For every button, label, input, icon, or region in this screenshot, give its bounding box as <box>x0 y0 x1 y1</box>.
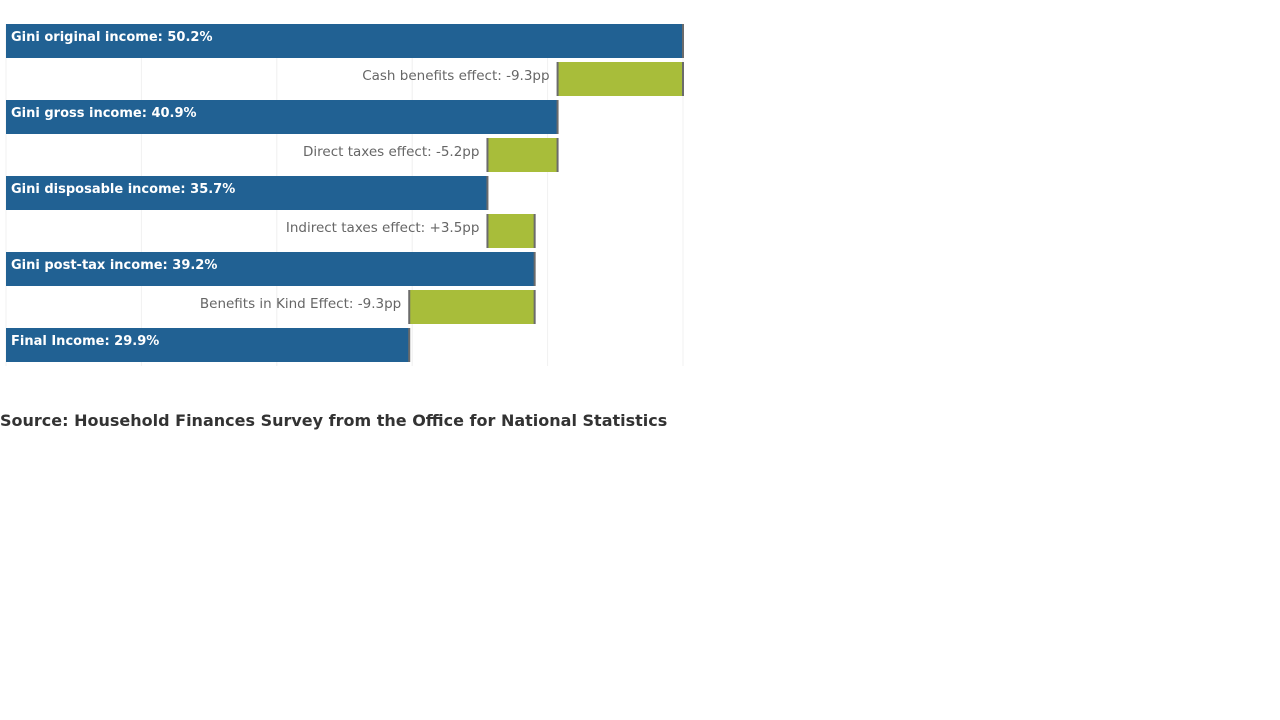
chart-canvas: Gini original income: 50.2% Cash benefits… <box>0 0 700 380</box>
waterfall-chart: Gini original income: 50.2% Cash benefits… <box>0 0 700 380</box>
total-bar-label: Gini original income: 50.2% <box>11 30 212 45</box>
total-bar <box>6 100 558 134</box>
effect-bar-group: Direct taxes effect: -5.2pp <box>303 138 559 172</box>
total-bar-group: Gini disposable income: 35.7% <box>6 176 489 210</box>
effect-bar-label: Cash benefits effect: -9.3pp <box>362 68 549 84</box>
chart-svg: Gini original income: 50.2% Cash benefits… <box>5 24 684 366</box>
total-bar-group: Gini original income: 50.2% <box>6 24 684 58</box>
source-note: Source: Household Finances Survey from t… <box>0 411 668 430</box>
total-bar <box>6 176 488 210</box>
total-bar-label: Final Income: 29.9% <box>11 334 159 349</box>
effect-bar-label: Direct taxes effect: -5.2pp <box>303 144 479 160</box>
effect-bar <box>409 290 535 324</box>
total-bar-group: Gini gross income: 40.9% <box>6 100 559 134</box>
effect-bar-group: Cash benefits effect: -9.3pp <box>362 62 684 96</box>
effect-bar-label: Indirect taxes effect: +3.5pp <box>286 220 480 236</box>
total-bar-label: Gini post-tax income: 39.2% <box>11 258 217 273</box>
effect-bar <box>487 138 558 172</box>
total-bar-group: Gini post-tax income: 39.2% <box>6 252 536 286</box>
effect-bar-group: Benefits in Kind Effect: -9.3pp <box>200 290 536 324</box>
effect-bar <box>557 62 683 96</box>
total-bar-group: Final Income: 29.9% <box>6 328 411 362</box>
effect-bar-label: Benefits in Kind Effect: -9.3pp <box>200 296 401 312</box>
total-bar-label: Gini gross income: 40.9% <box>11 106 197 121</box>
total-bar <box>6 24 683 58</box>
effect-bar-group: Indirect taxes effect: +3.5pp <box>286 214 536 248</box>
total-bar-label: Gini disposable income: 35.7% <box>11 182 235 197</box>
total-bar <box>6 328 410 362</box>
total-bar <box>6 252 535 286</box>
effect-bar <box>487 214 535 248</box>
